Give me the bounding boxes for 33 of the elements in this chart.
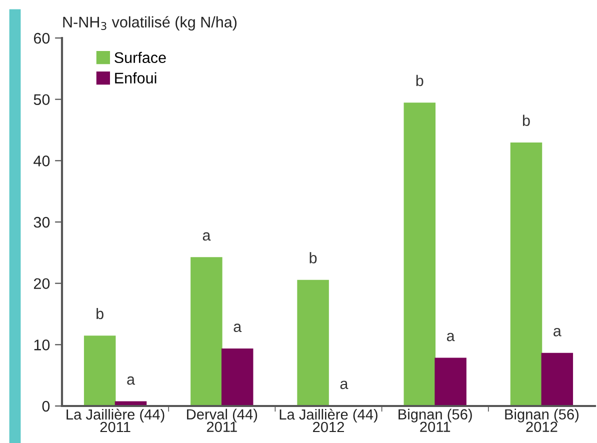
x-tick-label: La Jaillière (44) 2011 xyxy=(66,408,164,432)
y-tick-label: 30 xyxy=(34,216,50,228)
y-tick-label: 40 xyxy=(34,156,50,166)
data-label: b xyxy=(416,74,424,86)
data-label: a xyxy=(202,232,211,241)
bar xyxy=(404,102,436,406)
y-tick-label: 20 xyxy=(34,278,50,290)
data-label: b xyxy=(310,252,317,264)
y-tick-label: 0 xyxy=(42,400,50,412)
y-tick-label: 10 xyxy=(34,340,50,350)
x-tick-label: Bignan (56) 2012 xyxy=(505,408,578,432)
bar xyxy=(84,336,116,406)
bar xyxy=(434,358,466,406)
y-tick-label: 60 xyxy=(34,32,50,44)
y-axis-title: N-NH$_{3}$ volatilisé (kg N/ha) xyxy=(63,16,237,31)
data-label: a xyxy=(234,324,242,332)
bar xyxy=(190,257,222,406)
data-label: a xyxy=(127,376,136,385)
x-tick-label: Bignan (56) 2011 xyxy=(398,408,472,432)
bar xyxy=(297,280,329,406)
bar xyxy=(221,348,254,406)
bar xyxy=(510,142,542,406)
x-tick-label: La Jaillière (44) 2012 xyxy=(280,408,378,432)
data-label: a xyxy=(554,328,562,336)
bar xyxy=(541,352,574,406)
data-label: b xyxy=(522,114,530,126)
data-label: a xyxy=(446,332,455,342)
legend-label: Enfoui xyxy=(115,72,156,84)
data-label: b xyxy=(96,308,104,320)
y-tick-label: 50 xyxy=(34,94,50,106)
data-label: a xyxy=(340,380,348,390)
legend-label: Surface xyxy=(114,52,166,64)
x-tick-label: Derval (44) 2011 xyxy=(187,408,258,432)
